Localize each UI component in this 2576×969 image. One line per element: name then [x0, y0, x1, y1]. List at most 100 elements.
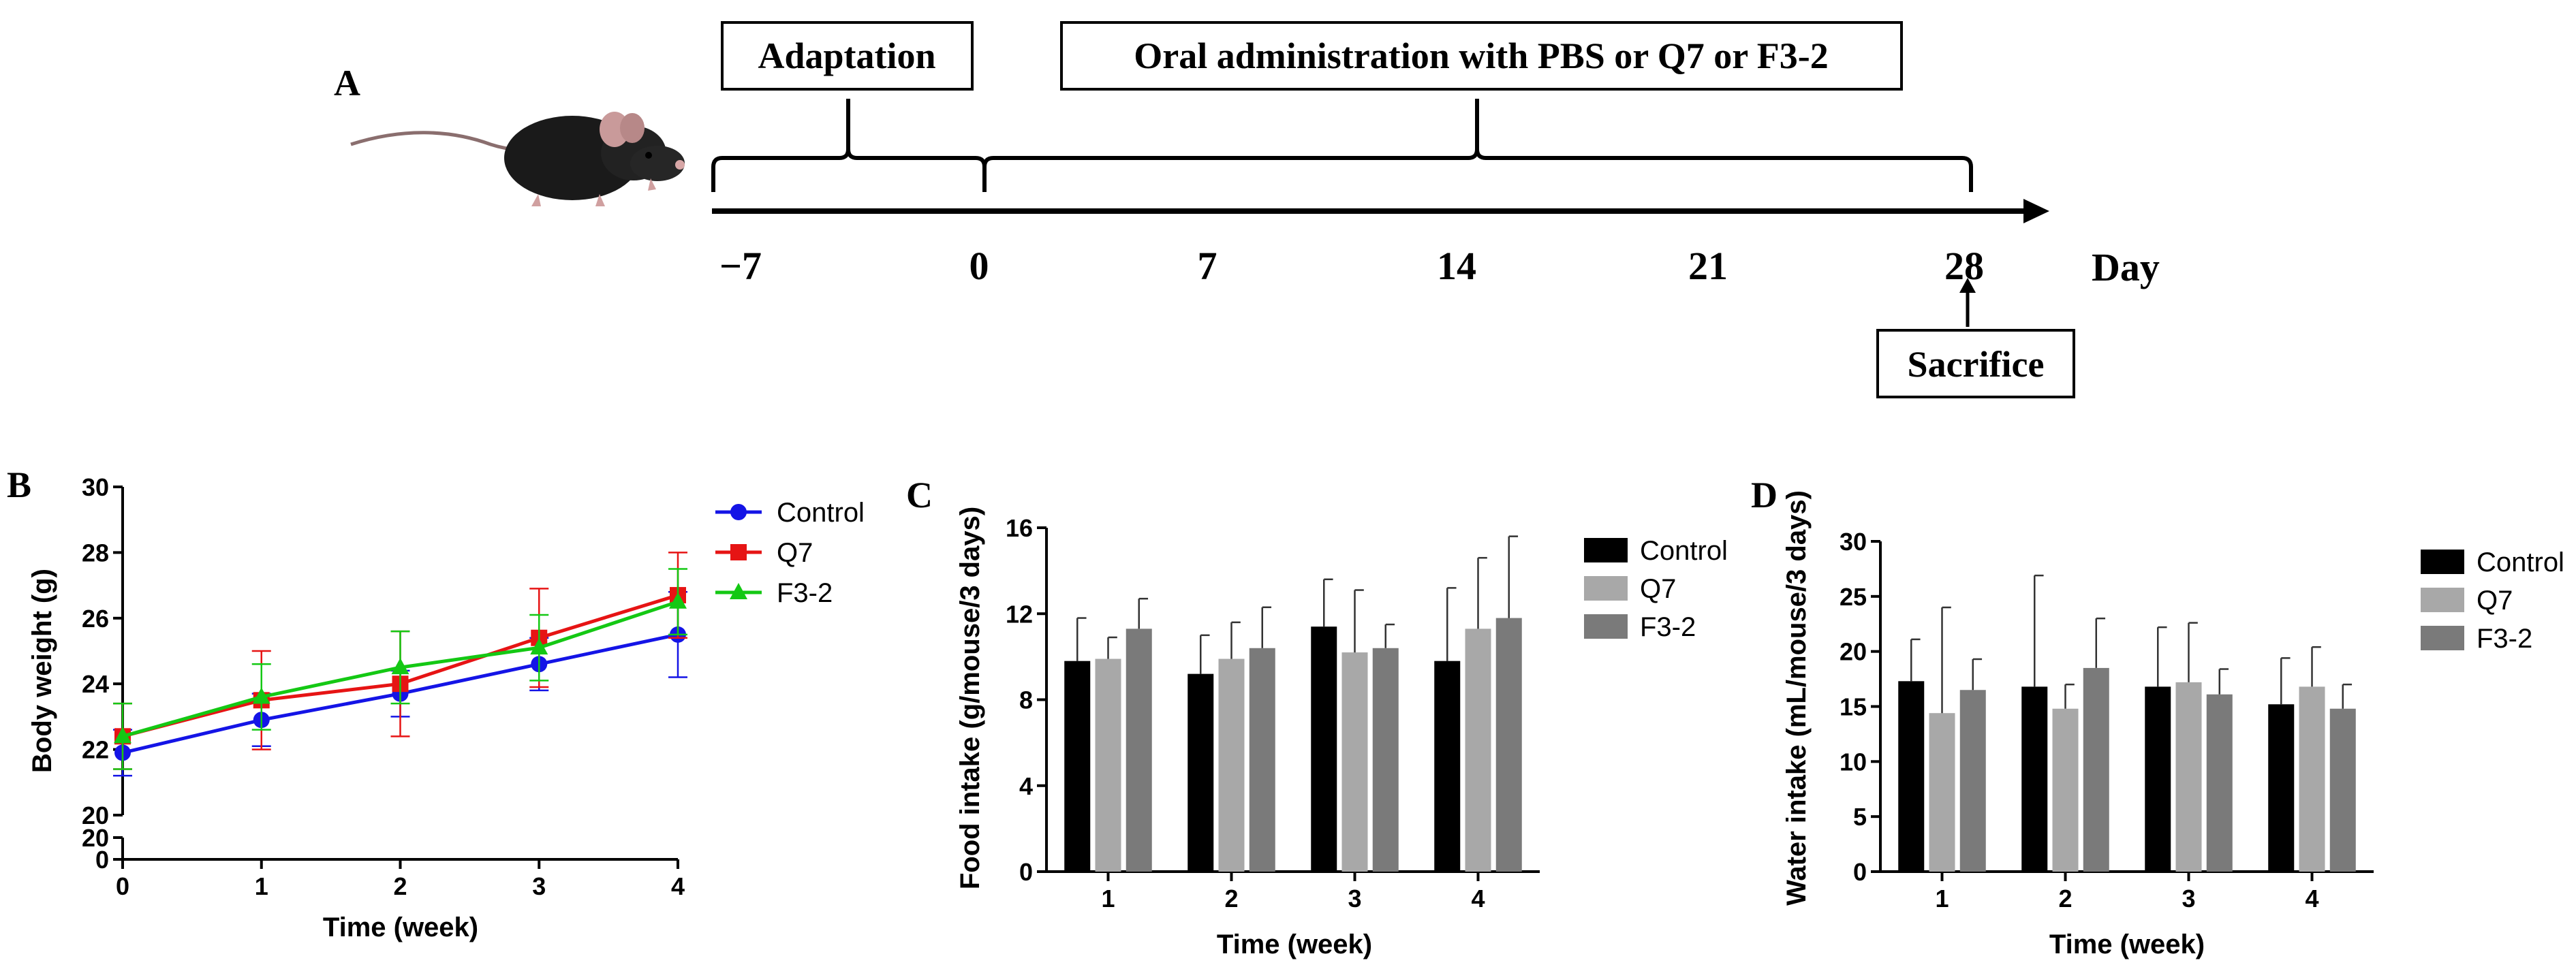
panel-d-bar-f3-2	[2083, 667, 2109, 872]
panel-b-point-f3-2	[252, 687, 270, 704]
panel-d-bar-q7	[2299, 686, 2325, 872]
panel-b-legend-marker-q7	[730, 544, 747, 560]
sacrifice-arrowhead	[1959, 278, 1976, 293]
sacrifice-label: Sacrifice	[1908, 344, 2045, 385]
panel-d-y-tick-label: 0	[1853, 858, 1867, 886]
panel-c-legend-swatch-f3-2	[1584, 614, 1628, 639]
panel-c-xlabel: Time (week)	[1217, 930, 1372, 959]
panel-b-legend-label-control: Control	[777, 498, 865, 528]
treatment-label: Oral administration with PBS or Q7 or F3…	[1134, 35, 1829, 76]
panel-c-legend-label-q7: Q7	[1640, 574, 1676, 604]
panel-b-legend-marker-f3-2	[730, 583, 747, 599]
timeline-arrowhead	[2023, 199, 2049, 223]
panel-d-bar-control	[2145, 686, 2171, 872]
panel-c-y-tick-label: 4	[1019, 772, 1033, 800]
panel-c-legend-label-f3-2: F3-2	[1640, 612, 1696, 642]
panel-d-x-tick-label: 3	[2182, 885, 2195, 912]
panel-d-bar-q7	[1929, 713, 1955, 872]
panel-b-xlabel: Time (week)	[323, 912, 478, 942]
day-tick-7: 7	[1198, 244, 1217, 288]
panel-b-legend-label-q7: Q7	[777, 538, 813, 568]
panel-b-y-tick-label-zero: 0	[95, 846, 109, 874]
treatment-box	[1060, 21, 1903, 91]
panel-b-letter: B	[7, 464, 31, 505]
panel-b-y-tick-label: 30	[82, 473, 109, 501]
day-tick-28: 28	[1944, 244, 1984, 288]
panel-d-xlabel: Time (week)	[2049, 930, 2205, 959]
panel-c-x-tick-label: 1	[1101, 885, 1115, 912]
panel-c-legend-label-control: Control	[1640, 536, 1728, 566]
panel-d-bar-control	[2268, 704, 2295, 872]
panel-c-legend-swatch-q7	[1584, 576, 1628, 601]
panel-d-legend-label-q7: Q7	[2477, 586, 2513, 616]
adaptation-box	[721, 21, 974, 91]
panel-d-legend-label-f3-2: F3-2	[2477, 624, 2532, 654]
panel-c-bar-control	[1434, 661, 1461, 872]
panel-d-y-tick-label: 25	[1840, 583, 1867, 611]
panel-c-bar-control	[1188, 673, 1214, 872]
panel-b-y-tick-label: 24	[82, 670, 109, 698]
panel-a: A Adaptation Oral administration with PB…	[334, 21, 2160, 398]
panel-b-point-f3-2	[669, 592, 687, 609]
panel-b-point-f3-2	[530, 638, 548, 655]
panel-d-water-intake-chart: D 0 5 10 15 20 25 30 1 2 3 4 Control Q7 F3-2 Time (w…	[1751, 475, 2564, 959]
panel-c-bar-f3-2	[1495, 618, 1522, 872]
panel-b-y-tick-label-lower: 20	[82, 824, 109, 852]
panel-b-legend-label-f3-2: F3-2	[777, 578, 833, 608]
panel-c-legend-swatch-control	[1584, 538, 1628, 562]
panel-b-x-tick-label: 2	[393, 872, 407, 900]
day-tick-14: 14	[1437, 244, 1476, 288]
panel-c-bar-control	[1064, 661, 1091, 872]
panel-c-x-tick-label: 2	[1224, 885, 1238, 912]
panel-c-bar-q7	[1095, 658, 1121, 872]
panel-c-bar-q7	[1218, 658, 1245, 872]
panel-b-ylabel: Body weight (g)	[27, 569, 57, 773]
panel-c-y-tick-label: 8	[1019, 686, 1033, 714]
panel-b-legend-marker-control	[730, 504, 747, 520]
panel-b-x-tick-label: 0	[116, 872, 129, 900]
panel-d-y-tick-label: 5	[1853, 803, 1867, 831]
treatment-brace	[982, 99, 1973, 192]
panel-d-bar-q7	[2175, 682, 2202, 872]
panel-b-y-tick-label: 26	[82, 605, 109, 633]
panel-d-y-tick-label: 10	[1840, 748, 1867, 776]
adaptation-brace	[711, 99, 987, 192]
panel-b-x-tick-label: 3	[532, 872, 546, 900]
panel-c-bar-f3-2	[1372, 648, 1399, 872]
panel-c-x-tick-label: 3	[1348, 885, 1361, 912]
sacrifice-box	[1876, 329, 2075, 398]
panel-d-ylabel: Water intake (mL/mouse/3 days)	[1782, 490, 1812, 906]
panel-b-y-tick-label: 20	[82, 801, 109, 829]
panel-d-legend-swatch-f3-2	[2421, 626, 2464, 650]
panel-c-ylabel: Food intake (g/mouse/3 days)	[955, 507, 985, 889]
panel-d-y-tick-label: 15	[1840, 693, 1867, 721]
panel-d-bar-q7	[2052, 708, 2079, 872]
panel-c-bar-q7	[1341, 652, 1368, 872]
panel-d-legend-swatch-q7	[2421, 588, 2464, 612]
panel-c-y-tick-label: 0	[1019, 858, 1033, 886]
panel-d-bar-control	[2021, 686, 2048, 872]
day-tick-0: 0	[969, 244, 989, 288]
panel-c-y-tick-label: 12	[1006, 600, 1033, 628]
day-unit-label: Day	[2092, 245, 2160, 289]
mouse-icon	[350, 112, 685, 206]
panel-d-letter: D	[1751, 475, 1778, 515]
panel-c-bar-f3-2	[1126, 629, 1152, 872]
panel-d-bar-control	[1898, 681, 1925, 872]
panel-d-bar-f3-2	[2206, 694, 2233, 872]
panel-b-point-f3-2	[114, 727, 131, 744]
panel-b-x-tick-label: 1	[255, 872, 268, 900]
panel-d-x-tick-label: 2	[2058, 885, 2072, 912]
panel-d-bar-f3-2	[1959, 690, 1986, 872]
panel-b-x-tick-label: 4	[671, 872, 685, 900]
panel-d-x-tick-label: 1	[1935, 885, 1949, 912]
panel-d-y-tick-label: 30	[1840, 528, 1867, 556]
day-tick-21: 21	[1688, 244, 1728, 288]
panel-b-y-tick-label: 22	[82, 736, 109, 764]
panel-d-legend-swatch-control	[2421, 550, 2464, 574]
panel-c-y-tick-label: 16	[1006, 514, 1033, 542]
panel-c-bar-control	[1311, 626, 1337, 872]
